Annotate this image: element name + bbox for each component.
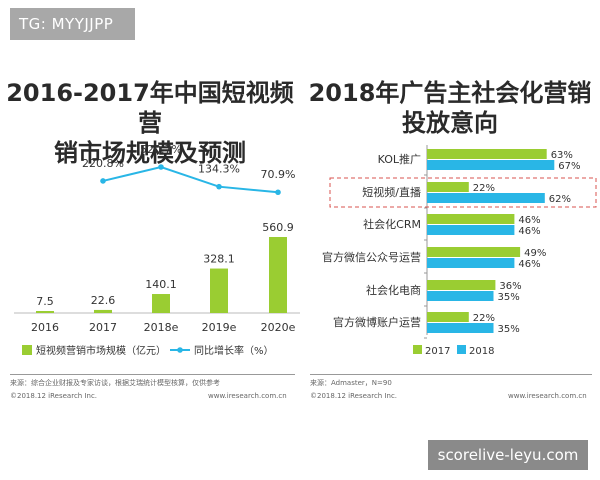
bar-2017-2: [427, 214, 515, 224]
category-label-5: 官方微博账户运营: [333, 315, 421, 329]
bar-2017: [94, 309, 112, 313]
bar-2017-3: [427, 247, 521, 257]
highlight-box: [329, 177, 597, 208]
left-title-line1: 2016-2017年中国短视频营: [6, 79, 294, 137]
growth-label-2020e: 70.9%: [261, 168, 296, 181]
right-source-note: 来源：Admaster，N=90: [310, 379, 392, 387]
bar-2017-5: [427, 312, 469, 322]
right-footer-divider: [310, 374, 592, 375]
bar-label-2017: 22.6: [91, 294, 116, 307]
bar-2018-3: [427, 258, 515, 268]
category-label-4: 社会化电商: [366, 283, 421, 297]
category-label-1: 短视频/直播: [362, 185, 421, 199]
left-title-line2: 销市场规模及预测: [54, 139, 246, 167]
bar-label-2017-3: 49%: [524, 248, 546, 259]
bar-2019e: [210, 268, 228, 313]
x-tick-2016: 2016: [31, 321, 59, 334]
category-label-2: 社会化CRM: [363, 217, 421, 231]
left-chart-title: 2016-2017年中国短视频营 销市场规模及预测: [0, 78, 300, 168]
bar-label-2017-4: 36%: [499, 281, 521, 292]
intent-chart: KOL推广 63%67%短视频/直播 22%62%社会化CRM 46%46%官方微信公…: [322, 145, 597, 357]
bar-2017-0: [427, 149, 547, 159]
bar-label-2016: 7.5: [36, 295, 54, 308]
category-label-0: KOL推广: [378, 152, 421, 166]
x-tick-2017: 2017: [89, 321, 117, 334]
bar-label-2018-3: 46%: [518, 259, 540, 270]
right-title-line2: 投放意向: [402, 109, 498, 137]
growth-point-2020e: [275, 189, 281, 196]
growth-point-2018e: [158, 164, 164, 170]
left-copyright: ©2018.12 iResearch Inc.: [10, 392, 98, 400]
x-tick-2019e: 2019e: [202, 321, 237, 334]
growth-line: [102, 165, 279, 194]
growth-point-2017: [100, 178, 106, 184]
legend-label-2018: 2018: [469, 346, 494, 357]
growth-label-2018e: 520.7%: [140, 143, 182, 156]
bar-label-2018-2: 46%: [518, 226, 540, 237]
growth-point-2019e: [216, 183, 222, 190]
bar-label-2020e: 560.9: [262, 221, 294, 234]
bar-label-2018e: 140.1: [145, 278, 177, 291]
growth-label-2017: 220.8%: [82, 157, 124, 170]
right-title-line1: 2018年广告主社会化营销: [308, 79, 592, 107]
legend-label-bar: 短视频营销市场规模（亿元）: [36, 344, 166, 357]
growth-label-2019e: 134.3%: [198, 163, 240, 176]
bar-label-2017-5: 22%: [473, 313, 495, 324]
legend-label-line: 同比增长率（%）: [194, 344, 274, 357]
x-tick-2018e: 2018e: [144, 321, 179, 334]
x-tick-2020e: 2020e: [261, 321, 296, 334]
bar-label-2018-5: 35%: [498, 324, 520, 335]
left-footer-divider: [10, 374, 295, 375]
bar-2018-2: [427, 225, 515, 235]
left-url[interactable]: www.iresearch.com.cn: [208, 392, 287, 400]
legend-label-2017: 2017: [425, 346, 450, 357]
bar-label-2017-1: 22%: [473, 183, 495, 194]
bar-2018-4: [427, 291, 494, 301]
bar-2017-1: [427, 182, 469, 192]
market-size-chart: 7.5 2016 22.6 2017 140.1 2018e 328.1 2019e 560.9…: [14, 143, 300, 357]
bar-label-2019e: 328.1: [203, 253, 235, 266]
bar-2017-4: [427, 280, 496, 290]
bar-label-2017-2: 46%: [518, 215, 540, 226]
bar-2018-0: [427, 160, 555, 170]
legend-swatch-2017: [413, 345, 422, 354]
watermark-tag-bottom: scorelive-leyu.com: [428, 440, 588, 470]
bar-label-2018-0: 67%: [558, 161, 580, 172]
bar-2016: [36, 311, 54, 313]
right-url[interactable]: www.iresearch.com.cn: [508, 392, 587, 400]
bar-2018-5: [427, 323, 494, 333]
legend-swatch-2018: [457, 345, 466, 354]
bar-label-2018-4: 35%: [498, 292, 520, 303]
bar-2018-1: [427, 193, 545, 203]
legend-swatch-line-point: [177, 347, 183, 353]
right-chart-title: 2018年广告主社会化营销 投放意向: [300, 78, 600, 138]
right-copyright: ©2018.12 iResearch Inc.: [310, 392, 398, 400]
bar-2018e: [152, 294, 170, 313]
legend-swatch-bar: [22, 345, 32, 355]
bar-label-2018-1: 62%: [549, 194, 571, 205]
left-source-note: 来源：综合企业财报及专家访谈，根据艾瑞统计模型核算，仅供参考: [10, 379, 220, 387]
category-label-3: 官方微信公众号运营: [322, 250, 421, 264]
watermark-tag-top: TG: MYYJJPP: [10, 8, 135, 40]
bar-2020e: [269, 237, 287, 313]
bar-label-2017-0: 63%: [551, 150, 573, 161]
